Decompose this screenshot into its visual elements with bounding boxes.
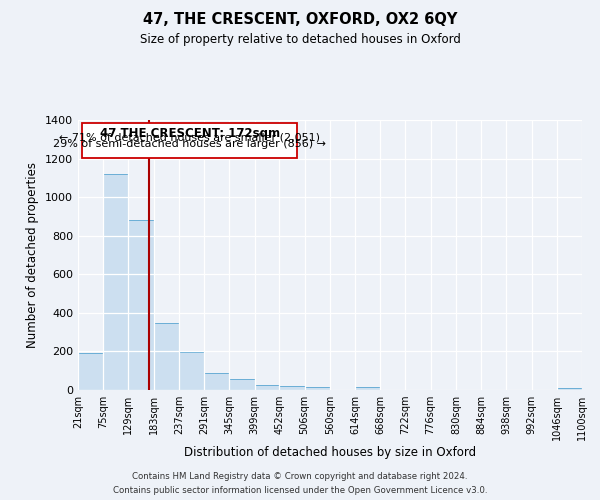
Bar <box>280 386 305 390</box>
Bar <box>204 372 229 390</box>
Bar <box>78 354 103 390</box>
X-axis label: Distribution of detached houses by size in Oxford: Distribution of detached houses by size … <box>184 446 476 458</box>
Bar <box>229 380 254 390</box>
Y-axis label: Number of detached properties: Number of detached properties <box>26 162 40 348</box>
Bar <box>179 352 204 390</box>
FancyBboxPatch shape <box>82 124 297 158</box>
Text: 47, THE CRESCENT, OXFORD, OX2 6QY: 47, THE CRESCENT, OXFORD, OX2 6QY <box>143 12 457 28</box>
Bar <box>254 385 280 390</box>
Text: 29% of semi-detached houses are larger (856) →: 29% of semi-detached houses are larger (… <box>53 138 326 148</box>
Text: Contains public sector information licensed under the Open Government Licence v3: Contains public sector information licen… <box>113 486 487 495</box>
Bar <box>128 220 154 390</box>
Text: Size of property relative to detached houses in Oxford: Size of property relative to detached ho… <box>140 32 460 46</box>
Text: 47 THE CRESCENT: 172sqm: 47 THE CRESCENT: 172sqm <box>100 126 280 140</box>
Bar <box>154 322 179 390</box>
Bar <box>305 387 330 390</box>
Bar <box>355 387 380 390</box>
Bar <box>557 388 582 390</box>
Bar <box>103 174 128 390</box>
Text: ← 71% of detached houses are smaller (2,051): ← 71% of detached houses are smaller (2,… <box>59 133 320 143</box>
Text: Contains HM Land Registry data © Crown copyright and database right 2024.: Contains HM Land Registry data © Crown c… <box>132 472 468 481</box>
